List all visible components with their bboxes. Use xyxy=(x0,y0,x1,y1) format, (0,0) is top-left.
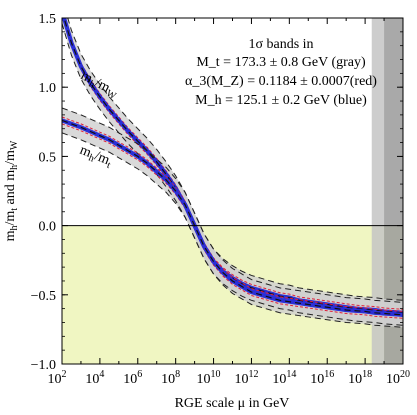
y-tick-label-2: 0.5 xyxy=(39,150,57,165)
legend-line-blue: M_h = 125.1 ± 0.2 GeV (blue) xyxy=(195,93,367,108)
y-tick-label-0: 1.5 xyxy=(39,12,57,27)
curve-label-mh-mt: mh/mt xyxy=(77,143,115,171)
shaded-region-2 xyxy=(384,18,403,364)
y-axis-label: mh/mt and mh/mW xyxy=(3,140,20,241)
legend-line-red: α_3(M_Z) = 0.1184 ± 0.0007(red) xyxy=(185,74,377,89)
x-axis-label: RGE scale μ in GeV xyxy=(175,396,290,411)
series-lines xyxy=(62,18,403,328)
x-tick-label-0: 102 xyxy=(48,369,67,387)
x-tick-label-8: 1018 xyxy=(348,369,372,387)
y-tick-label-5: −1.0 xyxy=(31,358,56,373)
red-band-upper-edge-0 xyxy=(64,18,403,310)
gray-band-lower-edge-1 xyxy=(62,132,403,328)
gray-band-upper-edge-1 xyxy=(62,107,403,303)
curve-label-mh-mw: mh/mW xyxy=(77,68,121,102)
red-band-lower-edge-1 xyxy=(62,123,403,319)
x-tick-label-9: 1020 xyxy=(386,369,410,387)
svg-text:mh/mW: mh/mW xyxy=(77,68,121,102)
shaded-region-0 xyxy=(62,225,403,364)
y-tick-label-1: 1.0 xyxy=(39,81,57,96)
legend-line-gray: M_t = 173.3 ± 0.8 GeV (gray) xyxy=(196,55,366,70)
x-tick-label-1: 104 xyxy=(85,369,104,387)
legend-title: 1σ bands in xyxy=(248,37,313,52)
red-band-upper-edge-1 xyxy=(62,116,403,312)
x-tick-label-2: 106 xyxy=(123,369,142,387)
svg-text:mh/mt: mh/mt xyxy=(77,143,115,171)
x-tick-label-7: 1016 xyxy=(310,369,334,387)
x-tick-label-5: 1012 xyxy=(234,369,258,387)
shaded-region-1 xyxy=(371,18,385,364)
gray-band-upper-edge-0 xyxy=(67,18,403,301)
y-tick-label-4: −0.5 xyxy=(31,289,56,304)
legend-box: 1σ bands in M_t = 173.3 ± 0.8 GeV (gray)… xyxy=(185,37,377,108)
x-tick-label-3: 108 xyxy=(161,369,180,387)
axis-ticks: 102 104 106 108 1010 1012 1014 1016 1018 1020 1.5 1… xyxy=(31,12,410,387)
central-line-1 xyxy=(62,119,403,316)
x-tick-label-6: 1014 xyxy=(272,369,296,387)
y-tick-label-3: 0.0 xyxy=(39,220,57,235)
x-tick-label-4: 1010 xyxy=(197,369,221,387)
